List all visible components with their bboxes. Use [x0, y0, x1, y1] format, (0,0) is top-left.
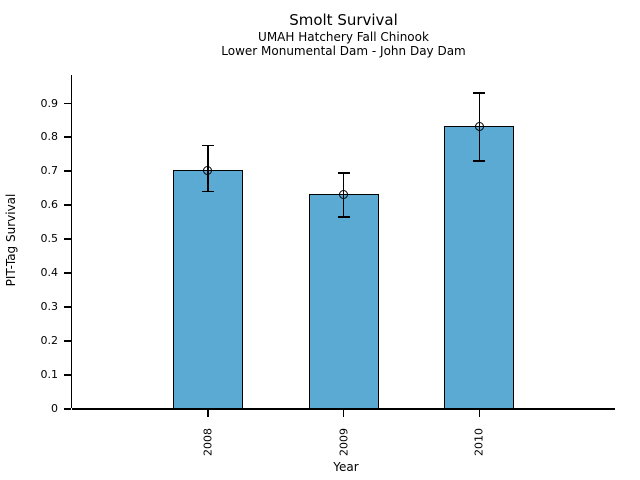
- y-tick-label: 0.9: [40, 96, 59, 110]
- y-tick-label: 0.2: [40, 334, 59, 348]
- error-bar-cap-top: [337, 172, 350, 174]
- y-tick: [63, 272, 71, 274]
- x-tick: [342, 409, 345, 417]
- error-bar-cap-bottom: [201, 190, 214, 193]
- y-tick-label: 0.8: [40, 130, 59, 144]
- y-tick: [63, 306, 71, 308]
- y-tick-label: 0: [51, 402, 58, 415]
- x-tick-label: 2009: [337, 428, 350, 456]
- x-tick-label: 2008: [201, 428, 215, 456]
- x-tick: [478, 409, 480, 417]
- y-tick-label: 0.4: [40, 266, 59, 280]
- y-tick: [63, 170, 71, 172]
- data-point-marker: [474, 121, 484, 131]
- y-axis-spine: [70, 75, 72, 408]
- data-point-marker: [203, 165, 213, 175]
- error-bar-cap-bottom: [473, 160, 486, 162]
- bar: [444, 126, 515, 410]
- y-tick-label: 0.1: [40, 368, 59, 382]
- chart-subtitle-line2: Lower Monumental Dam - John Day Dam: [221, 44, 466, 58]
- y-tick: [63, 136, 71, 138]
- y-tick: [63, 374, 71, 376]
- y-tick: [63, 102, 71, 105]
- y-tick-label: 0.5: [40, 232, 59, 246]
- error-bar-cap-top: [473, 92, 486, 94]
- x-tick-label: 2010: [472, 428, 486, 456]
- x-tick: [207, 409, 209, 417]
- error-bar-cap-bottom: [337, 216, 350, 218]
- y-tick-label: 0.6: [40, 198, 59, 212]
- y-tick: [63, 204, 71, 206]
- error-bar-cap-top: [201, 144, 214, 147]
- y-tick-label: 0.7: [40, 164, 59, 178]
- bar: [308, 194, 379, 410]
- y-tick-label: 0.3: [40, 300, 59, 314]
- y-tick: [63, 340, 71, 342]
- y-tick: [63, 408, 71, 410]
- y-tick: [63, 238, 71, 240]
- data-point-marker: [339, 189, 348, 199]
- x-axis-label: Year: [333, 460, 359, 474]
- bar: [172, 170, 243, 410]
- chart-title: Smolt Survival: [289, 11, 398, 29]
- chart-subtitle-line1: UMAH Hatchery Fall Chinook: [258, 30, 429, 44]
